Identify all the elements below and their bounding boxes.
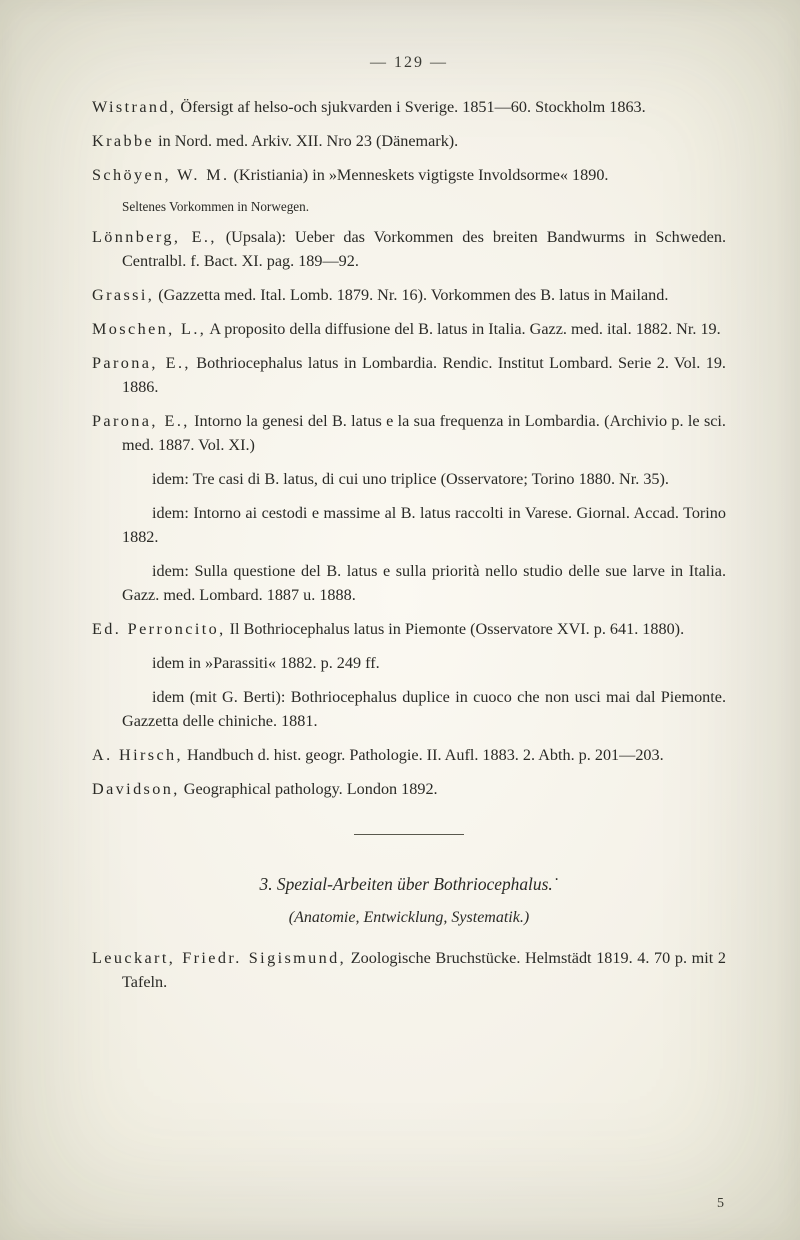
bibliography-entry: Parona, E., Intorno la genesi del B. lat… — [92, 410, 726, 458]
bibliography-entry: A. Hirsch, Handbuch d. hist. geogr. Path… — [92, 744, 726, 768]
bibliography-entry: Lönnberg, E., (Upsala): Ueber das Vorkom… — [92, 226, 726, 274]
note-small: Seltenes Vorkommen in Norwegen. — [92, 198, 726, 216]
bibliography-subentry: idem: Sulla questione del B. latus e sul… — [92, 560, 726, 608]
bibliography-entry: Wistrand, Öfersigt af helso-och sjukvard… — [92, 96, 726, 120]
bibliography-list: Wistrand, Öfersigt af helso-och sjukvard… — [92, 96, 726, 802]
bibliography-entry: Schöyen, W. M. (Kristiania) in »Menneske… — [92, 164, 726, 188]
page-number: — 129 — — [92, 54, 726, 72]
section-subtitle: (Anatomie, Entwicklung, Systematik.) — [92, 909, 726, 927]
bibliography-entry: Leuckart, Friedr. Sigismund, Zoologische… — [92, 947, 726, 995]
bibliography-subentry: idem (mit G. Berti): Bothriocephalus dup… — [92, 686, 726, 734]
bibliography-entry: Krabbe in Nord. med. Arkiv. XII. Nro 23 … — [92, 130, 726, 154]
bibliography-subentry: idem: Intorno ai cestodi e massime al B.… — [92, 502, 726, 550]
scanned-page: — 129 — Wistrand, Öfersigt af helso-och … — [0, 0, 800, 1240]
bibliography-entry: Moschen, L., A proposito della diffusion… — [92, 318, 726, 342]
bibliography-entry: Ed. Perroncito, Il Bothriocephalus latus… — [92, 618, 726, 642]
section-title: 3. Spezial-Arbeiten über Bothriocephalus… — [92, 874, 726, 895]
bibliography-subentry: idem in »Parassiti« 1882. p. 249 ff. — [92, 652, 726, 676]
bibliography-entry: Parona, E., Bothriocephalus latus in Lom… — [92, 352, 726, 400]
bibliography-entry: Davidson, Geographical pathology. London… — [92, 778, 726, 802]
bibliography-subentry: idem: Tre casi di B. latus, di cui uno t… — [92, 468, 726, 492]
divider-rule — [92, 822, 726, 840]
bibliography-entry: Grassi, (Gazzetta med. Ital. Lomb. 1879.… — [92, 284, 726, 308]
signature-number: 5 — [717, 1196, 724, 1212]
